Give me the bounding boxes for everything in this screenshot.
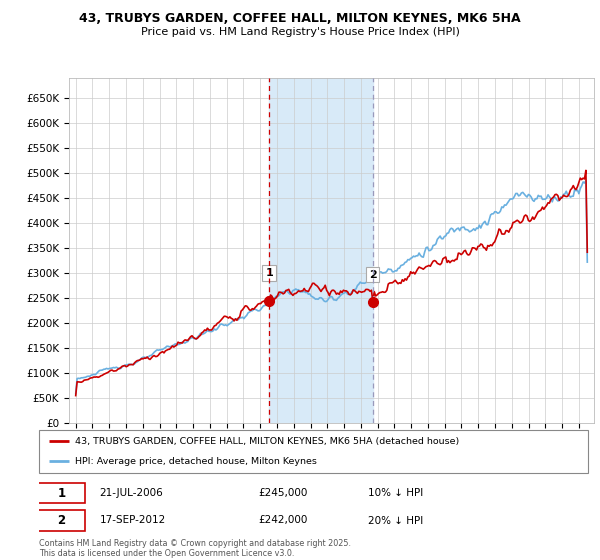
Text: 2: 2 [58,514,65,527]
Text: 21-JUL-2006: 21-JUL-2006 [100,488,163,498]
Text: 1: 1 [265,268,273,278]
Text: 17-SEP-2012: 17-SEP-2012 [100,516,166,525]
Text: 43, TRUBYS GARDEN, COFFEE HALL, MILTON KEYNES, MK6 5HA (detached house): 43, TRUBYS GARDEN, COFFEE HALL, MILTON K… [74,437,459,446]
FancyBboxPatch shape [38,510,85,531]
Text: £242,000: £242,000 [259,516,308,525]
Bar [269,78,373,423]
FancyBboxPatch shape [38,483,85,503]
Text: Contains HM Land Registry data © Crown copyright and database right 2025.
This d: Contains HM Land Registry data © Crown c… [39,539,351,558]
Text: 43, TRUBYS GARDEN, COFFEE HALL, MILTON KEYNES, MK6 5HA: 43, TRUBYS GARDEN, COFFEE HALL, MILTON K… [79,12,521,25]
Text: HPI: Average price, detached house, Milton Keynes: HPI: Average price, detached house, Milt… [74,457,317,466]
Text: £245,000: £245,000 [259,488,308,498]
Text: 10% ↓ HPI: 10% ↓ HPI [368,488,424,498]
Text: 20% ↓ HPI: 20% ↓ HPI [368,516,424,525]
Text: 1: 1 [58,487,65,500]
Text: Price paid vs. HM Land Registry's House Price Index (HPI): Price paid vs. HM Land Registry's House … [140,27,460,37]
Text: 2: 2 [369,269,377,279]
